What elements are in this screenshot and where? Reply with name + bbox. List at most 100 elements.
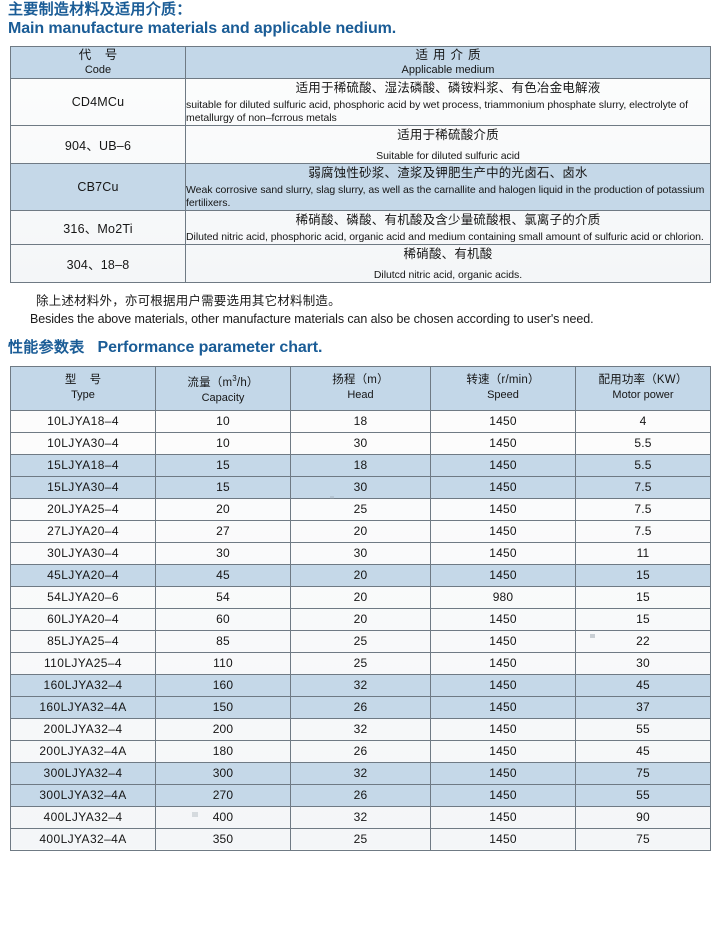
performance-type-cell: 200LJYA32–4 bbox=[10, 717, 156, 741]
performance-capacity-cell: 54 bbox=[155, 585, 291, 609]
material-medium-cn: 弱腐蚀性砂浆、渣浆及钾肥生产中的光卤石、卤水 bbox=[308, 166, 588, 180]
performance-capacity-cell: 270 bbox=[155, 783, 291, 807]
performance-type-cell: 110LJYA25–4 bbox=[10, 651, 156, 675]
performance-type-cell: 160LJYA32–4 bbox=[10, 673, 156, 697]
performance-row: 400LJYA32–4 400 32 1450 90 bbox=[10, 805, 711, 829]
performance-capacity-cell: 20 bbox=[155, 497, 291, 521]
performance-speed-cell: 1450 bbox=[430, 563, 576, 587]
performance-speed-cell: 1450 bbox=[430, 629, 576, 653]
performance-power-cell: 15 bbox=[575, 585, 711, 609]
header-cell-power: 配用功率（KW） Motor power bbox=[575, 366, 711, 411]
performance-head-cell: 25 bbox=[290, 827, 431, 851]
performance-row: 15LJYA30–4 15 30 1450 7.5 bbox=[10, 475, 711, 499]
material-code-cell: 304、18–8 bbox=[10, 244, 186, 283]
performance-power-cell: 7.5 bbox=[575, 519, 711, 543]
performance-row: 110LJYA25–4 110 25 1450 30 bbox=[10, 651, 711, 675]
header-capacity-en: Capacity bbox=[201, 391, 245, 404]
performance-capacity-cell: 85 bbox=[155, 629, 291, 653]
performance-type-cell: 85LJYA25–4 bbox=[10, 629, 156, 653]
performance-type-cell: 200LJYA32–4A bbox=[10, 739, 156, 763]
performance-capacity-cell: 300 bbox=[155, 761, 291, 785]
material-medium-cell: 适用于稀硫酸介质 Suitable for diluted sulfuric ac… bbox=[185, 125, 711, 164]
performance-capacity-cell: 160 bbox=[155, 673, 291, 697]
material-medium-cell: 弱腐蚀性砂浆、渣浆及钾肥生产中的光卤石、卤水 Weak corrosive san… bbox=[185, 163, 711, 211]
performance-head-cell: 20 bbox=[290, 585, 431, 609]
header-cell-type: 型 号 Type bbox=[10, 366, 156, 411]
performance-capacity-cell: 400 bbox=[155, 805, 291, 829]
performance-type-cell: 10LJYA18–4 bbox=[10, 409, 156, 433]
header-capacity-cn: 流量（m3/h） bbox=[156, 371, 290, 391]
header-cell-medium: 适用介质 Applicable medium bbox=[185, 46, 711, 79]
performance-type-cell: 300LJYA32–4 bbox=[10, 761, 156, 785]
header-type-cn: 型 号 bbox=[64, 374, 107, 387]
performance-speed-cell: 1450 bbox=[430, 783, 576, 807]
material-medium-en: suitable for diluted sulfuric acid, phos… bbox=[186, 99, 688, 124]
performance-row: 160LJYA32–4A 150 26 1450 37 bbox=[10, 695, 711, 719]
performance-capacity-cell: 27 bbox=[155, 519, 291, 543]
performance-speed-cell: 1450 bbox=[430, 739, 576, 763]
performance-head-cell: 32 bbox=[290, 673, 431, 697]
header-cell-code: 代 号 Code bbox=[10, 46, 186, 79]
performance-head-cell: 18 bbox=[290, 453, 431, 477]
header-medium-cn: 适用介质 bbox=[415, 48, 486, 62]
performance-head-cell: 20 bbox=[290, 563, 431, 587]
material-medium-cn: 适用于稀硫酸、湿法磷酸、磷铵料浆、有色冶金电解液 bbox=[295, 81, 601, 95]
material-code-cell: CD4MCu bbox=[10, 78, 186, 126]
performance-row: 85LJYA25–4 85 25 1450 22 bbox=[10, 629, 711, 653]
performance-head-cell: 26 bbox=[290, 783, 431, 807]
header-power-cn: 配用功率（KW） bbox=[598, 374, 688, 387]
performance-head-cell: 32 bbox=[290, 805, 431, 829]
performance-capacity-cell: 15 bbox=[155, 453, 291, 477]
materials-row: CD4MCu 适用于稀硫酸、湿法磷酸、磷铵料浆、有色冶金电解液 suitable f… bbox=[10, 78, 711, 126]
performance-type-cell: 15LJYA18–4 bbox=[10, 453, 156, 477]
material-medium-cell: 稀硝酸、磷酸、有机酸及含少量硫酸根、氯离子的介质 Diluted nitric a… bbox=[185, 210, 711, 245]
performance-type-cell: 300LJYA32–4A bbox=[10, 783, 156, 807]
header-cell-speed: 转速（r/min） Speed bbox=[430, 366, 576, 411]
header-capacity-cn-pre: 流量（m bbox=[187, 376, 233, 389]
performance-row: 400LJYA32–4A 350 25 1450 75 bbox=[10, 827, 711, 851]
performance-heading-cn: 性能参数表 bbox=[8, 339, 85, 356]
performance-type-cell: 60LJYA20–4 bbox=[10, 607, 156, 631]
performance-power-cell: 55 bbox=[575, 783, 711, 807]
materials-note-cn: 除上述材料外，亦可根据用户需要选用其它材料制造。 bbox=[36, 294, 341, 308]
performance-type-cell: 160LJYA32–4A bbox=[10, 695, 156, 719]
performance-capacity-cell: 180 bbox=[155, 739, 291, 763]
performance-row: 15LJYA18–4 15 18 1450 5.5 bbox=[10, 453, 711, 477]
performance-heading-block: 性能参数表 Performance parameter chart. bbox=[0, 338, 720, 358]
header-capacity-cn-post: /h） bbox=[236, 376, 259, 389]
performance-capacity-cell: 60 bbox=[155, 607, 291, 631]
material-medium-cell: 适用于稀硫酸、湿法磷酸、磷铵料浆、有色冶金电解液 suitable for dil… bbox=[185, 78, 711, 126]
performance-capacity-cell: 150 bbox=[155, 695, 291, 719]
performance-type-cell: 400LJYA32–4A bbox=[10, 827, 156, 851]
performance-head-cell: 18 bbox=[290, 409, 431, 433]
performance-table-head: 型 号 Type 流量（m3/h） Capacity 扬程（m） Head 转速… bbox=[10, 366, 711, 411]
performance-power-cell: 11 bbox=[575, 541, 711, 565]
performance-type-cell: 400LJYA32–4 bbox=[10, 805, 156, 829]
performance-head-cell: 25 bbox=[290, 629, 431, 653]
performance-speed-cell: 1450 bbox=[430, 431, 576, 455]
performance-head-cell: 25 bbox=[290, 497, 431, 521]
performance-power-cell: 55 bbox=[575, 717, 711, 741]
performance-type-cell: 15LJYA30–4 bbox=[10, 475, 156, 499]
material-code-cell: 904、UB–6 bbox=[10, 125, 186, 164]
performance-speed-cell: 1450 bbox=[430, 519, 576, 543]
header-power-en: Motor power bbox=[612, 389, 674, 402]
performance-power-cell: 30 bbox=[575, 651, 711, 675]
performance-row: 10LJYA30–4 10 30 1450 5.5 bbox=[10, 431, 711, 455]
performance-head-cell: 30 bbox=[290, 541, 431, 565]
materials-row: 904、UB–6 适用于稀硫酸介质 Suitable for diluted sul… bbox=[10, 125, 711, 164]
performance-row: 20LJYA25–4 20 25 1450 7.5 bbox=[10, 497, 711, 521]
performance-head-cell: 32 bbox=[290, 761, 431, 785]
performance-speed-cell: 1450 bbox=[430, 805, 576, 829]
performance-capacity-cell: 45 bbox=[155, 563, 291, 587]
material-medium-en: Suitable for diluted sulfuric acid bbox=[376, 150, 520, 162]
performance-row: 54LJYA20–6 54 20 980 15 bbox=[10, 585, 711, 609]
performance-head-cell: 20 bbox=[290, 519, 431, 543]
performance-row: 30LJYA30–4 30 30 1450 11 bbox=[10, 541, 711, 565]
header-medium-en: Applicable medium bbox=[401, 64, 495, 76]
performance-capacity-cell: 350 bbox=[155, 827, 291, 851]
performance-capacity-cell: 110 bbox=[155, 651, 291, 675]
performance-type-cell: 54LJYA20–6 bbox=[10, 585, 156, 609]
performance-speed-cell: 1450 bbox=[430, 541, 576, 565]
performance-speed-cell: 1450 bbox=[430, 607, 576, 631]
